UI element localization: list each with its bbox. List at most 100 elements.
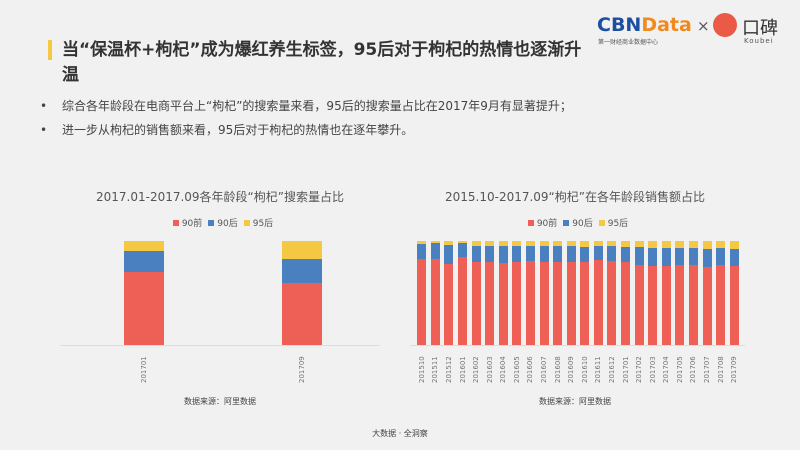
bar-segment-90前 — [593, 259, 603, 345]
x-tick-label: 201706 — [689, 356, 698, 383]
cbndata-logo: CBNData — [597, 14, 692, 36]
bar-segment-90后 — [634, 247, 644, 265]
title-accent-bar — [48, 40, 52, 60]
bar-segment-95后 — [621, 241, 631, 248]
bar-segment-90后 — [607, 246, 617, 261]
x-tick-label: 201605 — [512, 356, 521, 383]
x-tick-label: 201511 — [431, 356, 440, 383]
legend-swatch — [563, 220, 570, 226]
x-tick-label: 201707 — [703, 356, 712, 383]
legend-label: 95后 — [607, 219, 629, 229]
x-tick-label: 201709 — [298, 356, 306, 383]
chart-title: 2015.10-2017.09“枸杞”在各年龄段销售额占比 — [444, 190, 705, 204]
bar-segment-95后 — [675, 241, 685, 249]
bar-segment-95后 — [444, 241, 454, 246]
bar-segment-90前 — [675, 264, 685, 345]
bar-segment-90后 — [729, 249, 739, 266]
bar-segment-95后 — [580, 241, 590, 248]
bar-segment-90前 — [498, 262, 508, 345]
x-tick-label: 201709 — [730, 356, 739, 383]
legend-swatch — [243, 220, 250, 226]
koubei-logo-text: 口碑 — [742, 18, 778, 39]
bar-segment-90后 — [282, 258, 322, 283]
bar-segment-90后 — [539, 246, 549, 262]
bar-segment-90后 — [512, 246, 522, 262]
legend-label: 95后 — [252, 219, 274, 229]
bullet-text: 进一步从枸杞的销售额来看，95后对于枸杞的热情也在逐年攀升。 — [62, 123, 414, 137]
x-axis-line — [60, 345, 380, 346]
x-tick-label: 201705 — [675, 356, 684, 383]
bar-segment-95后 — [539, 241, 549, 247]
x-tick-label: 201512 — [444, 356, 453, 383]
x-tick-label: 201608 — [553, 356, 562, 383]
x-tick-label: 201510 — [417, 356, 426, 383]
x-tick-label: 201610 — [580, 356, 589, 383]
bar-segment-90前 — [607, 260, 617, 345]
page-title: 当“保温杯+枸杞”成为爆红养生标签，95后对于枸杞的热情也逐渐升温 — [62, 40, 582, 85]
x-tick-label: 201607 — [540, 356, 549, 383]
bullet-text: 综合各年龄段在电商平台上“枸杞”的搜索量来看，95后的搜索量占比在2017年9月… — [62, 99, 572, 113]
bar-segment-95后 — [458, 241, 468, 244]
bar-segment-90前 — [282, 282, 322, 345]
cbndata-subtitle: 第一财经商业数据中心 — [598, 39, 659, 46]
bar-segment-90后 — [566, 246, 576, 262]
koubei-logo-icon — [713, 13, 737, 37]
footer-slogan: 大数据 · 全洞察 — [372, 429, 428, 438]
x-tick-label: 201703 — [648, 356, 657, 383]
bar-segment-90后 — [648, 248, 658, 266]
bar-segment-95后 — [702, 241, 712, 250]
bar-segment-90前 — [512, 261, 522, 345]
x-tick-label: 201702 — [635, 356, 644, 383]
bar-segment-90后 — [621, 247, 631, 262]
legend-label: 90后 — [572, 219, 593, 229]
bar-segment-90后 — [498, 246, 508, 263]
bar-segment-90前 — [430, 258, 440, 345]
chart-title: 2017.01-2017.09各年龄段“枸杞”搜索量占比 — [95, 190, 344, 204]
bar-segment-90后 — [458, 243, 468, 257]
bar-segment-95后 — [124, 241, 164, 252]
bar-segment-90前 — [525, 260, 535, 345]
data-source: 数据来源：阿里数据 — [184, 397, 256, 406]
bar-segment-90后 — [124, 251, 164, 273]
bar-segment-95后 — [471, 241, 481, 247]
bar-segment-95后 — [729, 241, 739, 250]
bar-segment-95后 — [688, 241, 698, 249]
bar-segment-95后 — [430, 241, 440, 244]
bar-segment-90后 — [471, 246, 481, 262]
bar-segment-90后 — [675, 248, 685, 265]
legend-swatch — [208, 220, 215, 226]
bar-segment-90前 — [621, 261, 631, 345]
bar-segment-90前 — [444, 263, 454, 345]
bar-segment-95后 — [661, 241, 671, 249]
x-tick-label: 201606 — [526, 356, 535, 383]
x-tick-label: 201704 — [662, 356, 671, 383]
x-tick-label: 201602 — [472, 356, 481, 383]
bar-segment-90后 — [417, 244, 427, 259]
bar-segment-90前 — [648, 265, 658, 345]
legend-label: 90前 — [181, 219, 203, 229]
bar-segment-90前 — [634, 264, 644, 345]
x-tick-label: 201611 — [594, 356, 603, 383]
bar-segment-90后 — [580, 247, 590, 262]
bar-segment-90前 — [458, 256, 468, 345]
legend-label: 90前 — [536, 219, 558, 229]
bar-segment-95后 — [553, 241, 563, 247]
bar-segment-90前 — [485, 261, 495, 345]
bar-segment-95后 — [498, 241, 508, 247]
chart-legend: 90前 90后 95后 — [405, 216, 745, 229]
bar-segment-90后 — [485, 246, 495, 262]
bar-segment-90后 — [444, 245, 454, 264]
bar-segment-90前 — [729, 265, 739, 345]
bar-segment-95后 — [648, 241, 658, 249]
x-tick-label: 201604 — [499, 356, 508, 383]
bar-segment-90前 — [702, 267, 712, 345]
bullet-1: • 综合各年龄段在电商平台上“枸杞”的搜索量来看，95后的搜索量占比在2017年9… — [40, 99, 572, 113]
bar-segment-95后 — [282, 241, 322, 259]
bar-segment-90后 — [702, 249, 712, 267]
bar-segment-95后 — [634, 241, 644, 248]
search-share-chart: 2017.01-2017.09各年龄段“枸杞”搜索量占比 90前 90后 95后 201… — [60, 180, 380, 410]
bar-segment-95后 — [417, 241, 427, 245]
bar-segment-95后 — [716, 241, 726, 249]
x-axis-line — [410, 345, 745, 346]
bar-segment-95后 — [566, 241, 576, 247]
